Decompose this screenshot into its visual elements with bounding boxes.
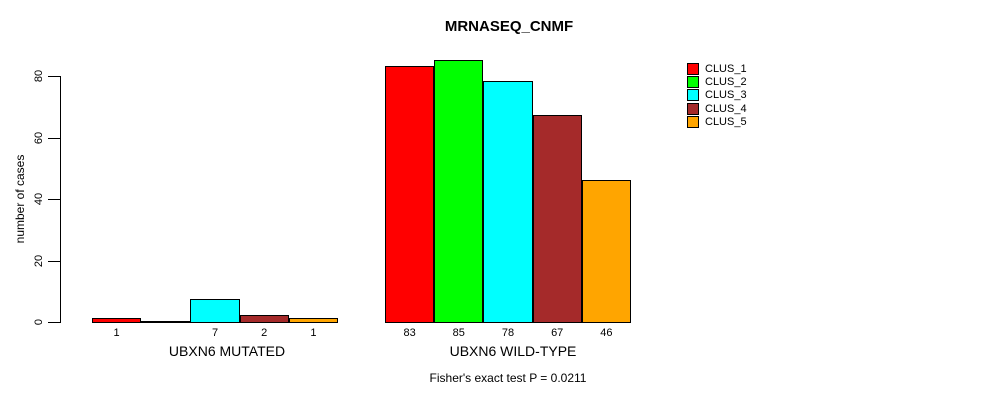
bar-clus_4-group0 xyxy=(239,314,289,323)
group-label-wildtype: UBXN6 WILD-TYPE xyxy=(449,343,577,359)
y-tick-label: 80 xyxy=(33,69,45,83)
legend-color-swatch xyxy=(687,115,699,128)
y-tick-mark xyxy=(48,137,60,139)
y-tick-label: 0 xyxy=(33,318,45,326)
group-label-mutated: UBXN6 MUTATED xyxy=(168,343,286,359)
y-tick-label: 40 xyxy=(33,192,45,206)
bar-clus_3-group1 xyxy=(483,81,533,323)
y-tick-label: 60 xyxy=(33,131,45,144)
legend-label: CLUS_4 xyxy=(705,102,747,115)
bar-value-label: 78 xyxy=(501,327,515,339)
chart-title: MRNASEQ_CNMF xyxy=(444,18,574,35)
y-tick-mark xyxy=(48,322,60,323)
bar-clus_1-group1 xyxy=(385,65,435,323)
legend-item: CLUS_4 xyxy=(687,102,747,115)
legend: CLUS_1 CLUS_2 CLUS_3 CLUS_4 CLUS_5 xyxy=(687,62,747,128)
bar-value-label: 1 xyxy=(310,327,317,339)
bar-value-label: 67 xyxy=(551,327,564,339)
legend-color-swatch xyxy=(687,75,699,88)
legend-color-swatch xyxy=(687,89,699,102)
legend-item: CLUS_2 xyxy=(687,75,747,88)
y-axis-label: number of cases xyxy=(13,154,27,244)
bar-value-label: 85 xyxy=(452,327,465,339)
legend-label: CLUS_5 xyxy=(705,115,747,128)
legend-label: CLUS_2 xyxy=(705,75,747,88)
y-tick-mark xyxy=(48,260,60,262)
bar-clus_5-group0 xyxy=(288,317,338,323)
y-axis xyxy=(60,76,61,323)
fisher-test-annotation: Fisher's exact test P = 0.0211 xyxy=(429,371,587,385)
bar-value-label: 7 xyxy=(211,327,219,339)
legend-color-swatch xyxy=(687,62,699,75)
bar-clus_3-group0 xyxy=(190,299,240,323)
bar-value-label: 83 xyxy=(403,327,416,339)
y-tick-mark xyxy=(48,76,60,77)
y-tick-mark xyxy=(48,199,60,200)
y-tick-label: 20 xyxy=(33,254,45,267)
legend-label: CLUS_1 xyxy=(705,62,747,75)
bar-clus_1-group0 xyxy=(92,317,142,323)
bar-clus_5-group1 xyxy=(581,179,631,323)
bar-value-label: 2 xyxy=(261,327,268,339)
legend-item: CLUS_3 xyxy=(687,89,747,102)
bar-clus_2-group1 xyxy=(434,59,484,323)
legend-item: CLUS_1 xyxy=(687,62,747,75)
legend-color-swatch xyxy=(687,102,699,115)
bar-clus_2-group0 xyxy=(141,321,191,323)
bar-value-label: 46 xyxy=(600,327,613,339)
legend-item: CLUS_5 xyxy=(687,115,747,128)
legend-label: CLUS_3 xyxy=(705,89,747,102)
bar-value-label: 1 xyxy=(113,327,120,339)
bar-clus_4-group1 xyxy=(532,114,582,323)
